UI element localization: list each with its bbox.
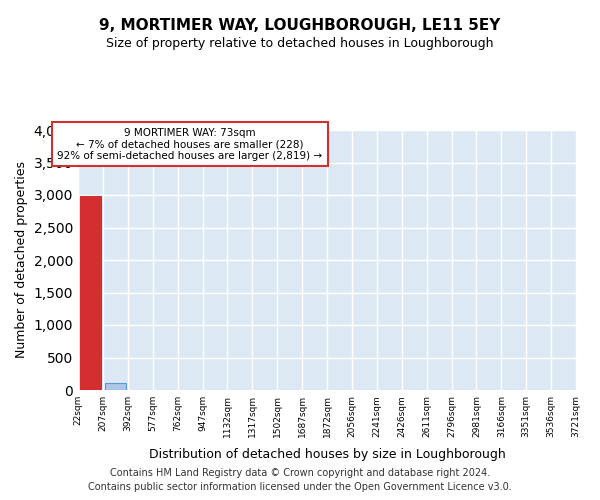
- Text: 9 MORTIMER WAY: 73sqm
← 7% of detached houses are smaller (228)
92% of semi-deta: 9 MORTIMER WAY: 73sqm ← 7% of detached h…: [58, 128, 323, 161]
- X-axis label: Distribution of detached houses by size in Loughborough: Distribution of detached houses by size …: [149, 448, 505, 461]
- Text: Size of property relative to detached houses in Loughborough: Size of property relative to detached ho…: [106, 38, 494, 51]
- Text: Contains HM Land Registry data © Crown copyright and database right 2024.: Contains HM Land Registry data © Crown c…: [110, 468, 490, 477]
- Text: 9, MORTIMER WAY, LOUGHBOROUGH, LE11 5EY: 9, MORTIMER WAY, LOUGHBOROUGH, LE11 5EY: [100, 18, 500, 32]
- Bar: [80, 196, 101, 390]
- Text: Contains public sector information licensed under the Open Government Licence v3: Contains public sector information licen…: [88, 482, 512, 492]
- Bar: [105, 383, 126, 390]
- Y-axis label: Number of detached properties: Number of detached properties: [15, 162, 28, 358]
